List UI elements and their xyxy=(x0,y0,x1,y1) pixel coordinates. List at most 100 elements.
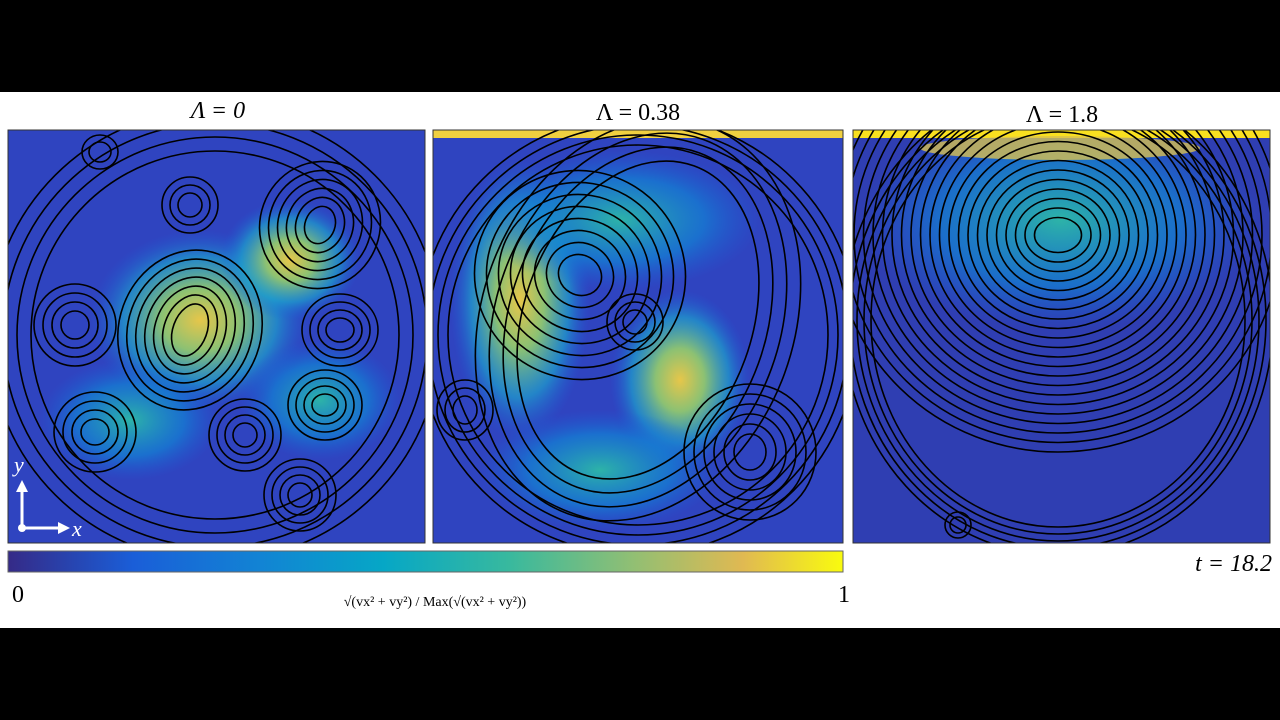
streamline xyxy=(276,178,364,272)
streamline xyxy=(53,391,137,473)
streamline xyxy=(853,130,1267,543)
axis-label: x xyxy=(71,516,82,541)
streamline xyxy=(606,293,664,351)
streamline xyxy=(881,130,1235,406)
streamline xyxy=(919,130,1197,368)
streamline xyxy=(948,131,1168,339)
panel-title: Λ = 0.38 xyxy=(596,100,680,126)
streamline xyxy=(134,267,246,393)
streamline xyxy=(232,422,258,448)
streamline xyxy=(436,379,494,441)
streamline xyxy=(622,309,648,335)
streamline xyxy=(295,377,355,433)
streamline xyxy=(853,130,1270,444)
streamline xyxy=(143,276,237,384)
streamline xyxy=(287,369,363,441)
streamline xyxy=(856,130,1260,542)
streamline xyxy=(949,516,967,534)
panel-frame xyxy=(852,129,1271,544)
streamline xyxy=(521,217,639,333)
streamline xyxy=(30,150,400,520)
streamline xyxy=(271,466,329,524)
streamline xyxy=(938,130,1178,349)
streamline xyxy=(303,205,337,245)
streamline xyxy=(910,130,1206,377)
streamline xyxy=(311,393,339,417)
colorbar-max-label: 1 xyxy=(838,582,850,608)
streamline xyxy=(169,184,211,226)
streamline xyxy=(444,387,486,433)
streamline xyxy=(80,418,110,446)
streamline xyxy=(88,141,112,163)
streamline xyxy=(502,146,774,494)
streamline xyxy=(967,150,1149,320)
streamline xyxy=(279,474,321,516)
panel-field xyxy=(8,130,425,543)
streamline xyxy=(545,241,615,309)
streamline xyxy=(944,511,972,539)
streamline xyxy=(473,169,687,381)
streamline xyxy=(208,398,282,472)
streamline xyxy=(267,169,373,281)
streamline xyxy=(125,258,255,402)
streamline xyxy=(900,130,1216,387)
streamline xyxy=(1033,216,1083,254)
streamline xyxy=(33,283,117,367)
streamline xyxy=(62,400,128,464)
streamline xyxy=(497,193,663,357)
streamline xyxy=(116,249,264,411)
streamline xyxy=(51,301,99,349)
streamline xyxy=(723,423,777,481)
panel-frame xyxy=(432,129,844,544)
streamline xyxy=(301,293,379,367)
streamline xyxy=(1014,197,1102,273)
streamline xyxy=(485,181,675,369)
streamline xyxy=(862,130,1254,425)
streamline xyxy=(285,187,355,263)
streamline xyxy=(317,309,363,351)
streamline xyxy=(447,144,829,526)
streamline xyxy=(976,159,1140,311)
streamline xyxy=(170,303,210,357)
streamline xyxy=(863,130,1253,535)
streamline xyxy=(995,178,1121,292)
streamline xyxy=(161,176,219,234)
panel-title: Λ = 0 xyxy=(189,98,245,124)
streamline xyxy=(437,134,839,536)
streamline xyxy=(557,253,603,297)
panel-frame xyxy=(7,129,426,544)
streamline xyxy=(853,130,1263,434)
streamline xyxy=(71,409,119,455)
streamline xyxy=(516,160,760,480)
streamline xyxy=(957,140,1159,330)
streamline xyxy=(853,130,1270,453)
panel-field xyxy=(433,130,843,543)
streamline xyxy=(870,130,1246,528)
streamline xyxy=(152,285,228,375)
streamline xyxy=(693,393,807,511)
streamline xyxy=(161,294,219,366)
streamline xyxy=(287,482,313,508)
streamline xyxy=(929,130,1187,358)
streamline xyxy=(733,433,767,471)
panel-field xyxy=(853,130,1270,543)
colorbar-min-label: 0 xyxy=(12,582,24,608)
streamline xyxy=(294,196,346,254)
streamline xyxy=(614,301,656,343)
streamline xyxy=(1005,188,1111,282)
axis-indicator: y x xyxy=(12,452,82,541)
streamline xyxy=(1024,207,1092,263)
streamline xyxy=(60,310,90,340)
streamline xyxy=(309,301,371,359)
streamline xyxy=(303,385,347,425)
time-label: t = 18.2 xyxy=(1195,551,1272,577)
streamline xyxy=(216,406,274,464)
axis-label: y xyxy=(12,452,24,477)
streamline xyxy=(509,205,651,345)
streamline xyxy=(16,136,414,534)
streamline xyxy=(177,192,203,218)
streamline xyxy=(474,130,802,522)
streamline xyxy=(986,169,1130,301)
